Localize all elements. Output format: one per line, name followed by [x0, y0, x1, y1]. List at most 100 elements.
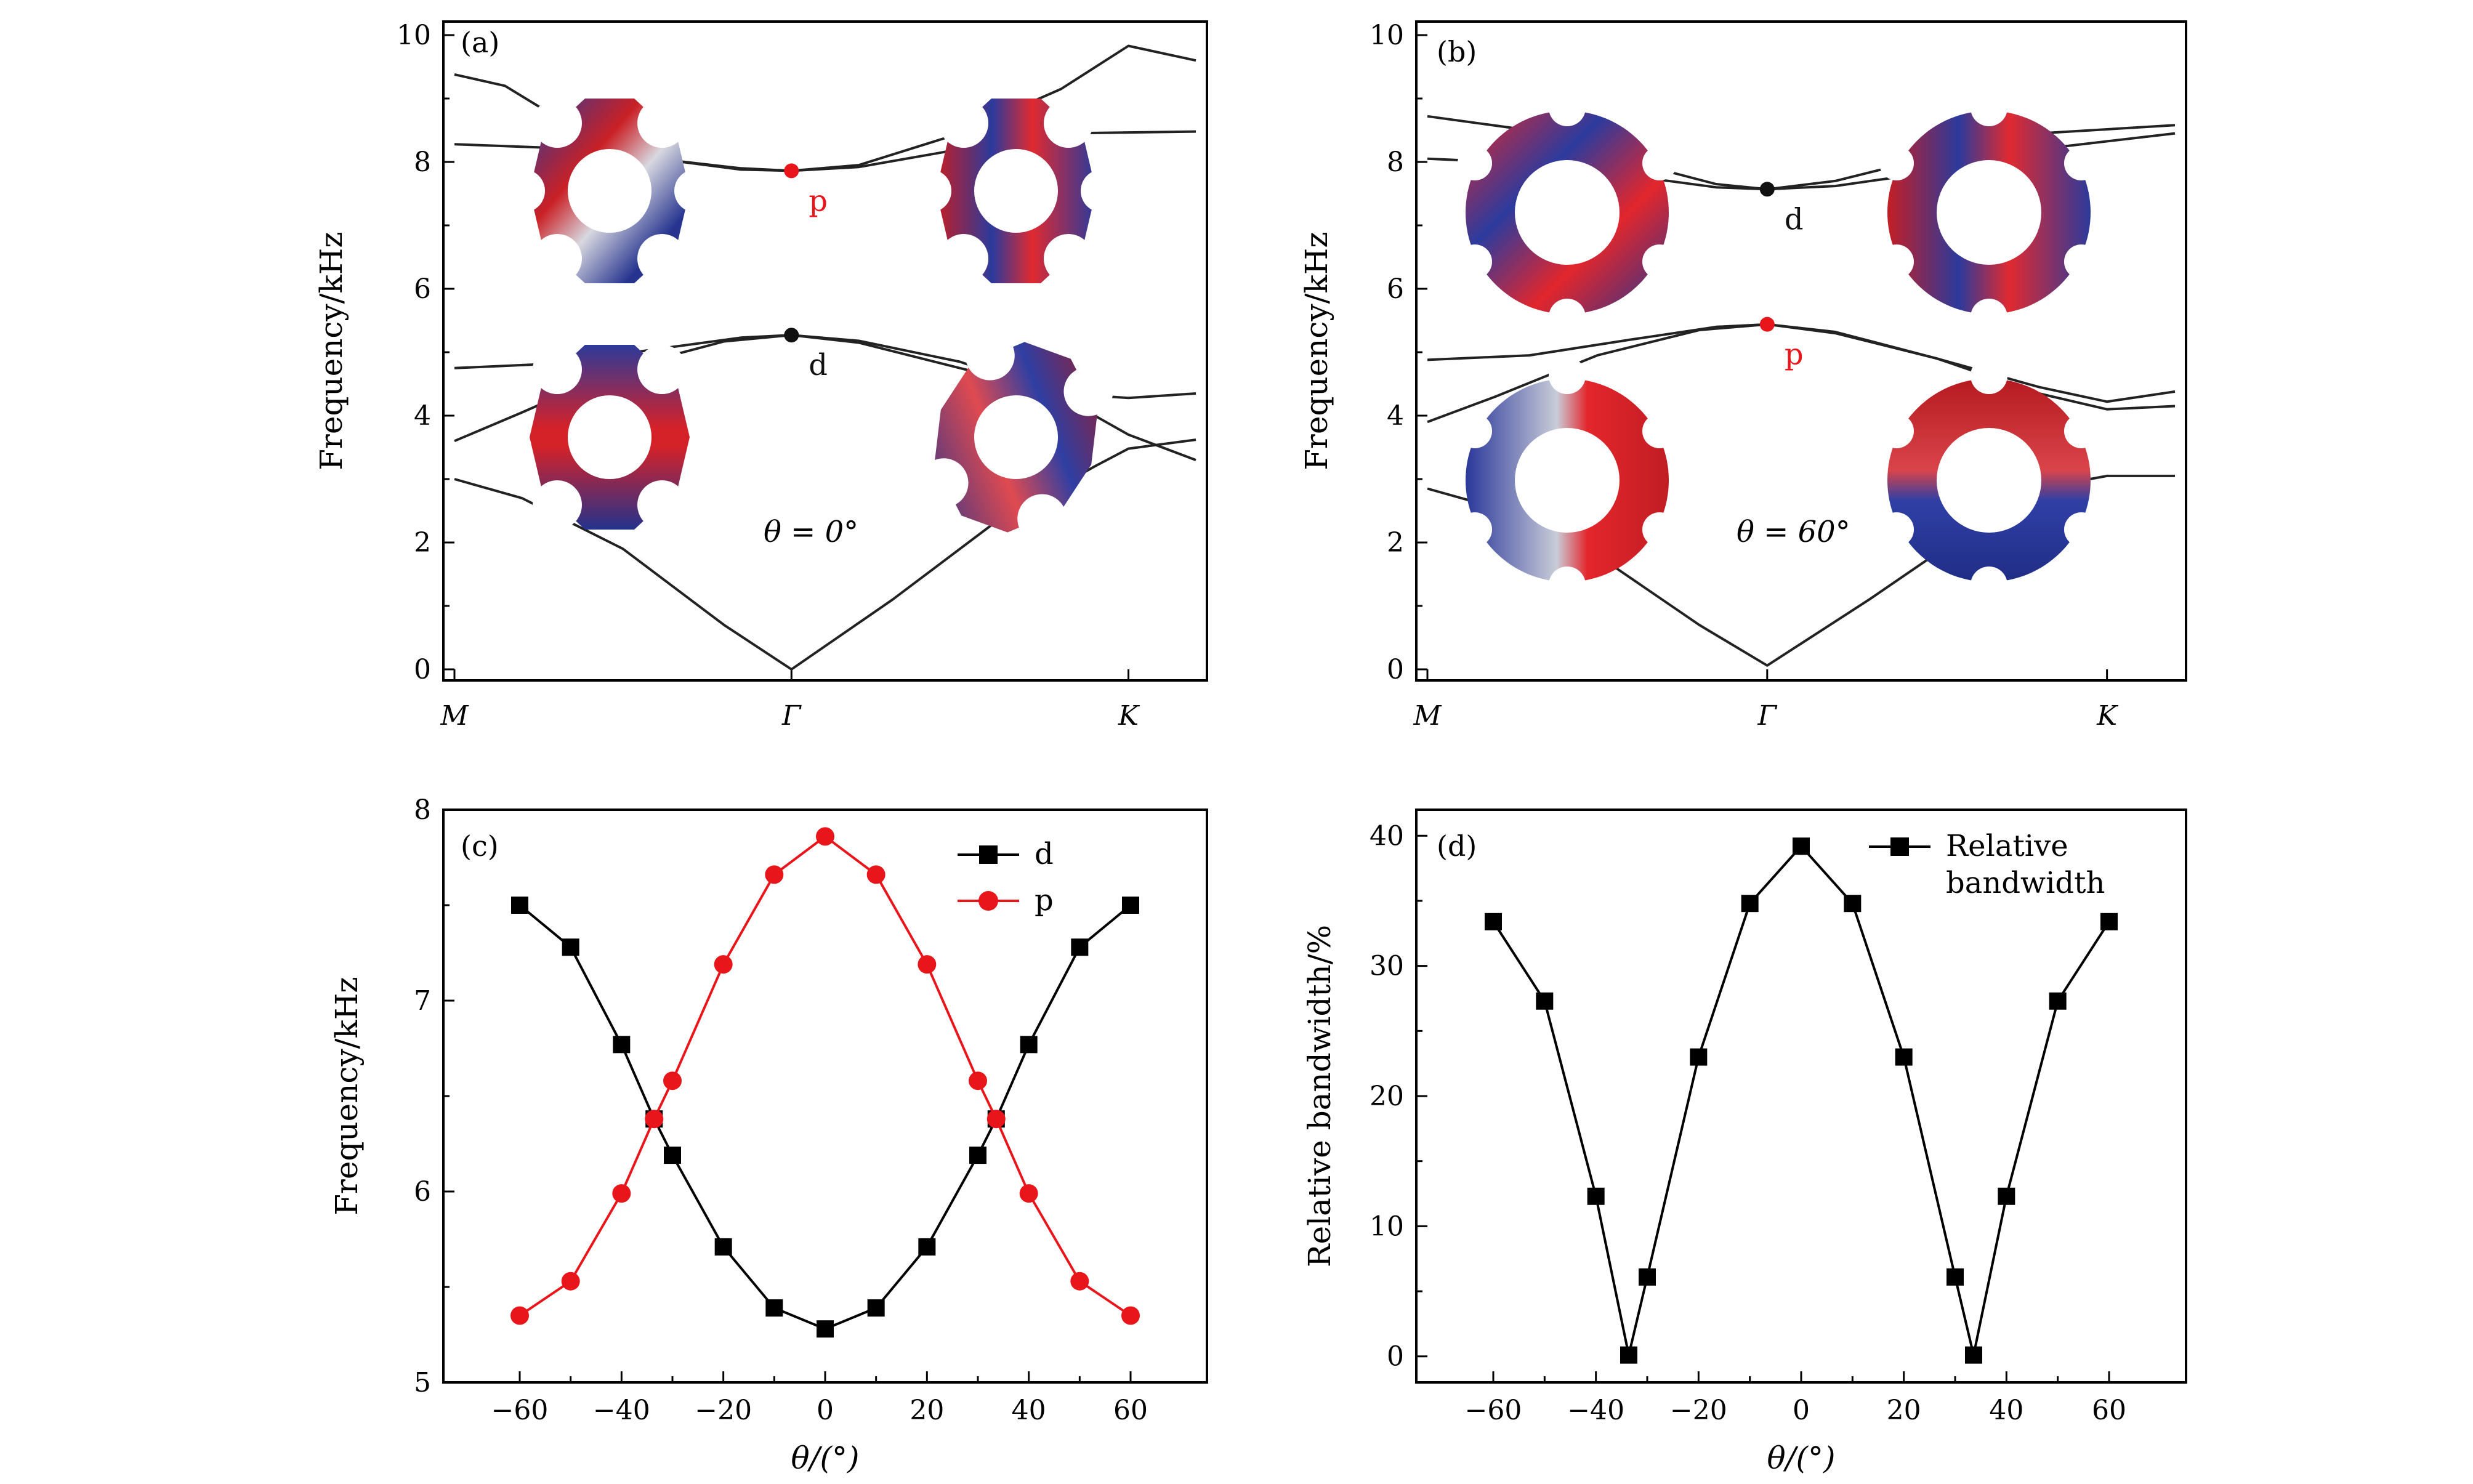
- panel-b-mode-inset-top-left: [1458, 89, 1677, 336]
- panel-c-xtick-label: 60: [1113, 1395, 1148, 1426]
- panel-b-xtick-label: M: [1413, 700, 1442, 732]
- panel-a-xtick-label: K: [1118, 700, 1140, 732]
- panel-c-series-p-point: [918, 955, 937, 974]
- panel-b-frame: [1415, 20, 2187, 682]
- panel-d-series-Relative-bandwidth-point: [1639, 1268, 1656, 1286]
- panel-c-xlabel: θ/(°): [791, 1440, 860, 1476]
- panel-c-series-p-point: [866, 865, 886, 884]
- panel-d-xlabel: θ/(°): [1767, 1440, 1836, 1476]
- panel-c-series-d-point: [714, 1238, 732, 1256]
- panel-b-mode-inset-bottom-right: [1879, 357, 2099, 603]
- panel-d-tag: (d): [1437, 829, 1477, 863]
- panel-d-xtick-label: −60: [1465, 1395, 1522, 1426]
- panel-d-ylabel: Relative bandwidth/%: [1302, 925, 1337, 1267]
- panel-c-series-d-point: [918, 1238, 936, 1256]
- panel-b-yticks: 0 2 4 6 8 10: [1370, 20, 1427, 685]
- panel-d-series-Relative-bandwidth-point: [1587, 1187, 1605, 1205]
- panel-b-point-d: [1759, 182, 1775, 197]
- panel-d-series-Relative-bandwidth-point: [1793, 837, 1810, 855]
- panel-c-series-d-point: [613, 1036, 631, 1054]
- panel-c-ylabel: Frequency/kHz: [329, 977, 365, 1216]
- panel-d-legend-line1: Relative: [1946, 829, 2068, 863]
- panel-c-xticks: −60 −40 −20 0 20 40 60: [491, 1371, 1148, 1426]
- panel-c-xtick-label: 40: [1012, 1395, 1046, 1426]
- panel-a-gamma-points: pd: [784, 163, 828, 382]
- panel-c-legend-p: p: [1035, 883, 1054, 917]
- panel-d-xticks: −60 −40 −20 0 20 40 60: [1465, 1371, 2126, 1426]
- panel-a-point-p: [784, 163, 799, 179]
- panel-b-ytick-label: 0: [1387, 654, 1404, 685]
- panel-c-series-p-point: [765, 865, 784, 884]
- panel-a-point-d: [784, 328, 799, 343]
- panel-a-frame: [442, 20, 1208, 682]
- panel-b-ytick-label: 8: [1387, 147, 1404, 178]
- panel-c-series-p-point: [663, 1071, 682, 1091]
- panel-d-ytick-label: 10: [1370, 1211, 1404, 1242]
- panel-b-ytick-label: 4: [1387, 400, 1404, 432]
- panel-c-series-p-point: [1121, 1306, 1140, 1325]
- panel-b-xtick-label: K: [2096, 700, 2118, 732]
- panel-d-series-Relative-bandwidth-point: [1485, 913, 1502, 930]
- panel-a-point-label-d: d: [809, 348, 828, 382]
- panel-a-yticks: 0 2 4 6 8 10: [397, 20, 454, 685]
- panel-b-tag: (b): [1437, 35, 1477, 68]
- panel-b-band-3: [1427, 323, 2176, 424]
- panel-c-xtick-label: 0: [817, 1395, 834, 1426]
- panel-c-xtick-label: −20: [695, 1395, 752, 1426]
- panel-d-series-Relative-bandwidth-point: [2100, 913, 2118, 930]
- panel-c-series: [510, 827, 1140, 1338]
- panel-c-series-p-point: [1070, 1272, 1089, 1291]
- panel-d-series-Relative-bandwidth-point: [1895, 1048, 1913, 1066]
- panel-d-yticks: 0 10 20 30 40: [1370, 820, 1427, 1373]
- panel-d-xtick-label: 0: [1793, 1395, 1810, 1426]
- panel-b-mode-inset-top-right: [1879, 89, 2099, 336]
- panel-c-series-d-point: [867, 1299, 885, 1317]
- panel-a-ytick-label: 0: [414, 654, 431, 685]
- panel-d-ytick-label: 20: [1370, 1081, 1404, 1112]
- panel-d-legend: Relative bandwidth: [1869, 829, 2105, 900]
- panel-d-xtick-label: 40: [1989, 1395, 2023, 1426]
- panel-c-series-p-point: [612, 1184, 631, 1203]
- panel-c-series-d-point: [562, 938, 579, 956]
- panel-a-mode-inset-top-left: [502, 99, 717, 283]
- panel-d-series-Relative-bandwidth-point: [2049, 992, 2067, 1010]
- panel-c-yticks: 5 6 7 8: [414, 794, 454, 1398]
- panel-a-ylabel: Frequency/kHz: [313, 232, 349, 470]
- panel-b: (b) Frequency/kHz 0 2 4 6 8 10 M Γ K: [1299, 20, 2187, 732]
- panel-a-mode-inset-top-right: [908, 99, 1124, 283]
- panel-d-series-Relative-bandwidth-point: [1844, 895, 1862, 913]
- panel-d-xtick-label: −20: [1670, 1395, 1727, 1426]
- panel-d-series-Relative-bandwidth-point: [1947, 1268, 1964, 1286]
- panel-d: (d) Relative bandwidth/% θ/(°) 0 10 20 30 40…: [1302, 809, 2187, 1476]
- panel-c-series-p-point: [1019, 1184, 1038, 1203]
- panel-c-series-d-point: [817, 1320, 834, 1338]
- panel-c-ytick-label: 7: [414, 985, 431, 1017]
- panel-b-gamma-points: dp: [1759, 182, 1804, 372]
- panel-c-ytick-label: 6: [414, 1176, 431, 1208]
- panel-a-ytick-label: 10: [397, 20, 431, 51]
- panel-c-series-d-point: [1122, 897, 1139, 914]
- panel-c-series-p-point: [969, 1071, 987, 1091]
- panel-c-xtick-label: 20: [910, 1395, 944, 1426]
- panel-b-theta-annotation: θ = 60°: [1737, 515, 1850, 549]
- panel-c-series-p-point: [561, 1272, 580, 1291]
- panel-a-mode-inset-bottom-right: [919, 331, 1113, 544]
- panel-c-tag: (c): [461, 829, 499, 863]
- panel-b-ytick-label: 2: [1387, 527, 1404, 559]
- panel-c-ytick-label: 8: [414, 794, 431, 826]
- panel-a-theta-annotation: θ = 0°: [764, 515, 858, 549]
- panel-a: (a) Frequency/kHz 0 2 4 6 8 10 M Γ K: [313, 20, 1208, 732]
- panel-c-series-d-point: [1071, 938, 1089, 956]
- panel-b-ylabel: Frequency/kHz: [1299, 232, 1334, 470]
- panel-c-series-p-point: [986, 1110, 1006, 1129]
- panel-a-ytick-label: 6: [414, 273, 431, 305]
- panel-a-ytick-label: 2: [414, 527, 431, 559]
- panel-c-legend: d p: [958, 837, 1054, 917]
- panel-c: (c) Frequency/kHz θ/(°) 5 6 7 8 −60 −40 −20 0 2…: [329, 794, 1208, 1476]
- panel-d-series-Relative bandwidth-line: [1492, 844, 2110, 1356]
- panel-d-ytick-label: 40: [1370, 820, 1404, 852]
- panel-d-xtick-label: −40: [1567, 1395, 1624, 1426]
